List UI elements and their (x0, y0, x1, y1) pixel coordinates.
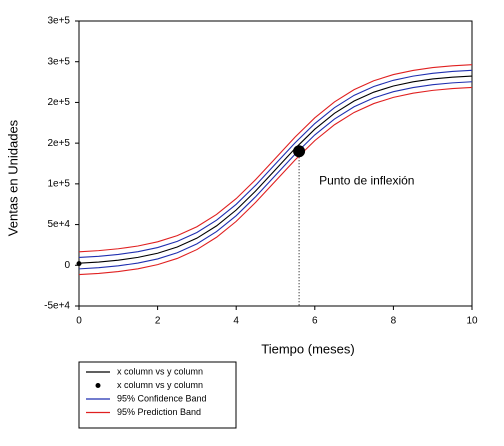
data-point (76, 261, 82, 267)
legend-label: x column vs y column (117, 380, 203, 390)
band-upper (78, 64, 473, 253)
legend-label: 95% Prediction Band (117, 407, 201, 417)
y-tick-label: 2e+5 (47, 138, 70, 149)
x-tick-label: 2 (155, 316, 161, 327)
band-lower (78, 81, 473, 270)
fit-line (78, 75, 473, 264)
y-tick-label: -5e+4 (44, 301, 70, 312)
x-tick-label: 10 (466, 316, 478, 327)
y-axis-label: Ventas en Unidades (5, 119, 20, 236)
legend-box (78, 361, 237, 429)
y-tick-label: 0 (64, 260, 70, 271)
band-upper (78, 69, 473, 259)
y-tick-label: 2e+5 (47, 97, 70, 108)
x-tick-label: 6 (312, 316, 318, 327)
y-tick-label: 5e+4 (47, 219, 70, 230)
y-tick-label: 3e+5 (47, 16, 70, 27)
band-lower (78, 86, 473, 276)
plot-frame (78, 20, 473, 307)
x-tick-label: 8 (391, 316, 397, 327)
x-tick-label: 0 (76, 316, 82, 327)
legend-label: x column vs y column (117, 366, 203, 376)
y-tick-label: 3e+5 (47, 56, 70, 67)
y-tick-label: 1e+5 (47, 178, 70, 189)
annotation-text: Punto de inflexión (319, 173, 414, 187)
legend-marker (95, 383, 101, 388)
x-tick-label: 4 (233, 316, 239, 327)
annotation-point (293, 145, 306, 158)
x-axis-label: Tiempo (meses) (261, 341, 354, 356)
legend-label: 95% Confidence Band (117, 393, 207, 403)
